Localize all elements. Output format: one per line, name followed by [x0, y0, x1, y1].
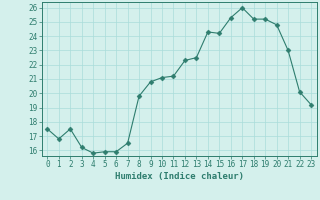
X-axis label: Humidex (Indice chaleur): Humidex (Indice chaleur): [115, 172, 244, 181]
